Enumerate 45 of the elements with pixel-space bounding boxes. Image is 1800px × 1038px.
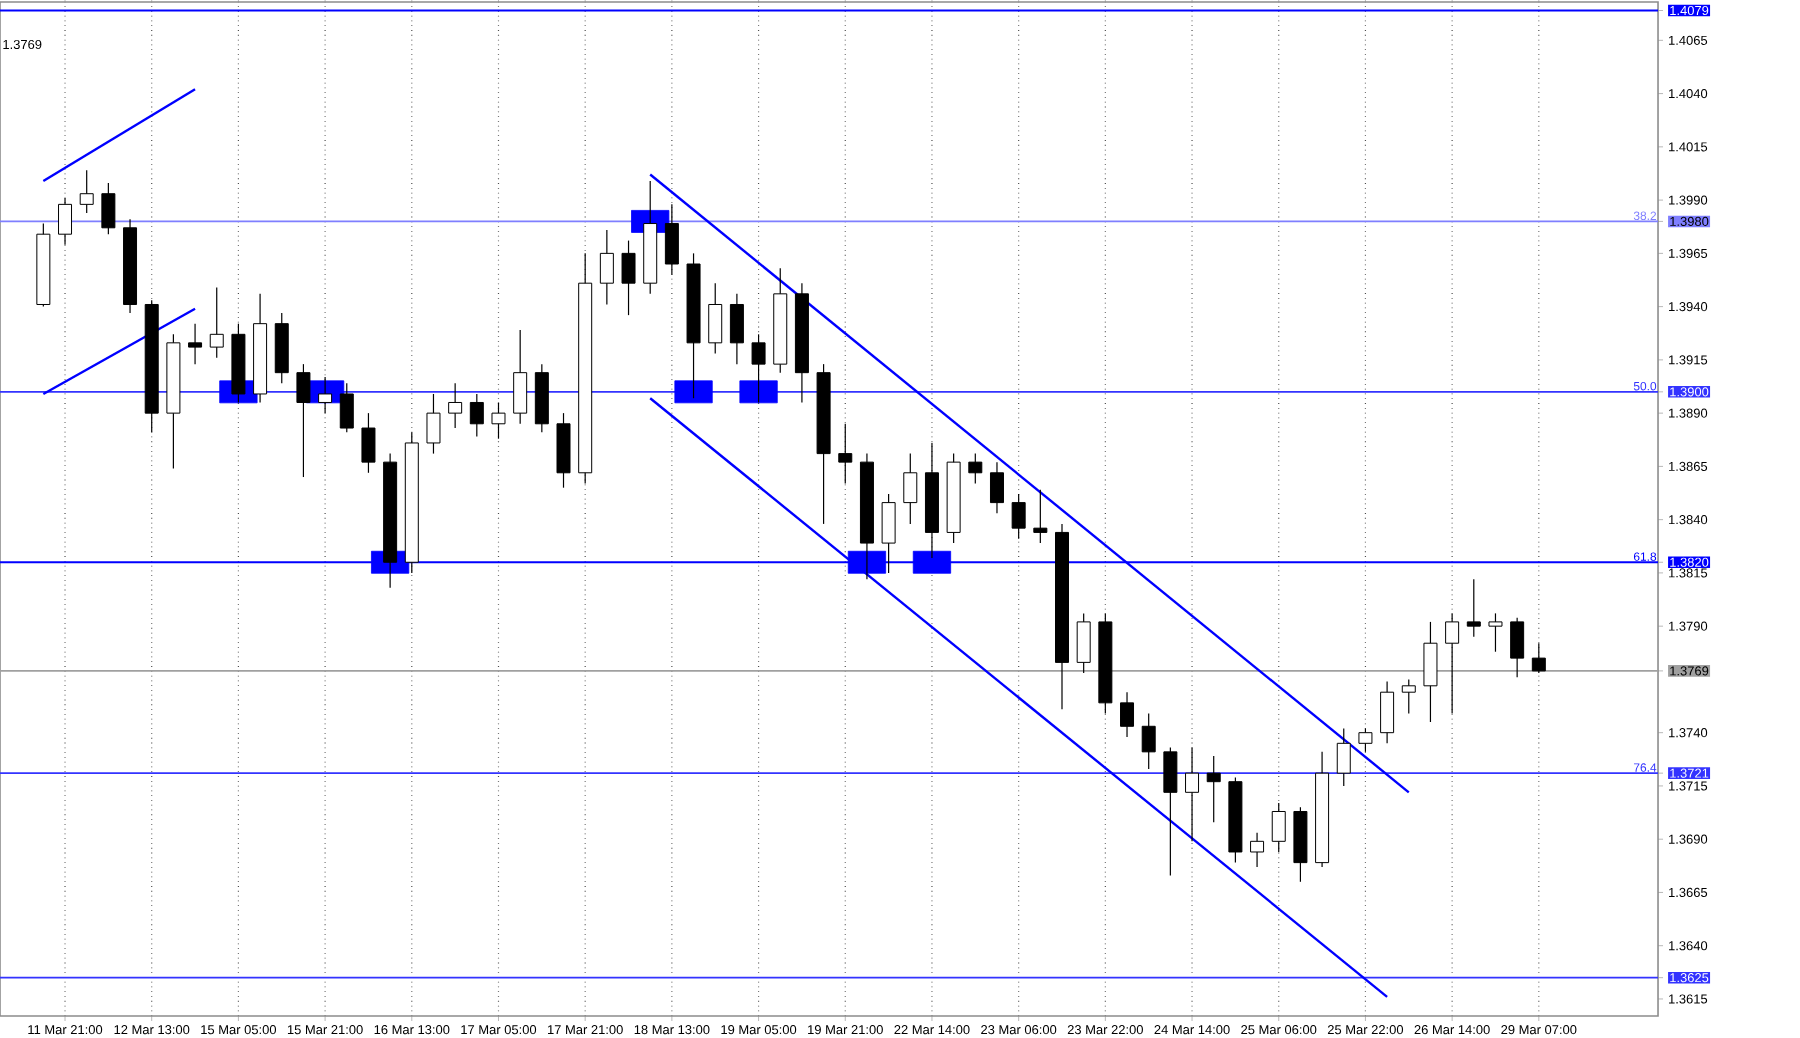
candlestick bbox=[664, 203, 679, 276]
candlestick bbox=[1531, 642, 1546, 674]
candlestick bbox=[1206, 755, 1221, 823]
candlestick bbox=[968, 453, 983, 485]
candlestick bbox=[729, 293, 744, 365]
candlestick bbox=[838, 423, 853, 485]
candlestick bbox=[599, 229, 614, 306]
candlestick bbox=[1423, 621, 1438, 723]
candlestick bbox=[1250, 832, 1265, 868]
candlestick bbox=[1120, 691, 1135, 738]
candlestick bbox=[1336, 727, 1351, 787]
candlestick bbox=[469, 393, 484, 438]
candlestick bbox=[1380, 680, 1395, 744]
candlestick bbox=[339, 382, 354, 433]
candlestick bbox=[79, 169, 94, 214]
candlestick bbox=[426, 393, 441, 455]
candlestick bbox=[903, 453, 918, 525]
candlestick bbox=[1141, 712, 1156, 770]
candlestick bbox=[989, 461, 1004, 514]
candlestick bbox=[1011, 493, 1026, 540]
candlestick bbox=[188, 323, 203, 365]
candlestick bbox=[513, 329, 528, 425]
candlestick bbox=[1466, 578, 1481, 638]
candlestick bbox=[1488, 612, 1503, 653]
candlestick bbox=[448, 382, 463, 429]
candlestick bbox=[58, 197, 73, 246]
candlestick bbox=[1163, 746, 1178, 876]
candlestick bbox=[1510, 617, 1525, 678]
candlestick bbox=[708, 282, 723, 355]
candlestick bbox=[1401, 678, 1416, 715]
candlestick bbox=[1076, 612, 1091, 674]
candlestick bbox=[1445, 612, 1460, 715]
candlestick bbox=[1271, 802, 1286, 853]
candlestick bbox=[296, 363, 311, 478]
candlestick bbox=[1185, 746, 1200, 842]
candlestick bbox=[318, 376, 333, 414]
candlestick bbox=[101, 182, 116, 235]
candlestick bbox=[621, 239, 636, 316]
candlestick bbox=[491, 401, 506, 440]
candlestick bbox=[361, 412, 376, 474]
candlestick bbox=[751, 333, 766, 404]
candlestick bbox=[209, 286, 224, 359]
candlestick bbox=[1033, 489, 1048, 544]
candlestick bbox=[1358, 727, 1373, 753]
candlestick bbox=[881, 493, 896, 574]
